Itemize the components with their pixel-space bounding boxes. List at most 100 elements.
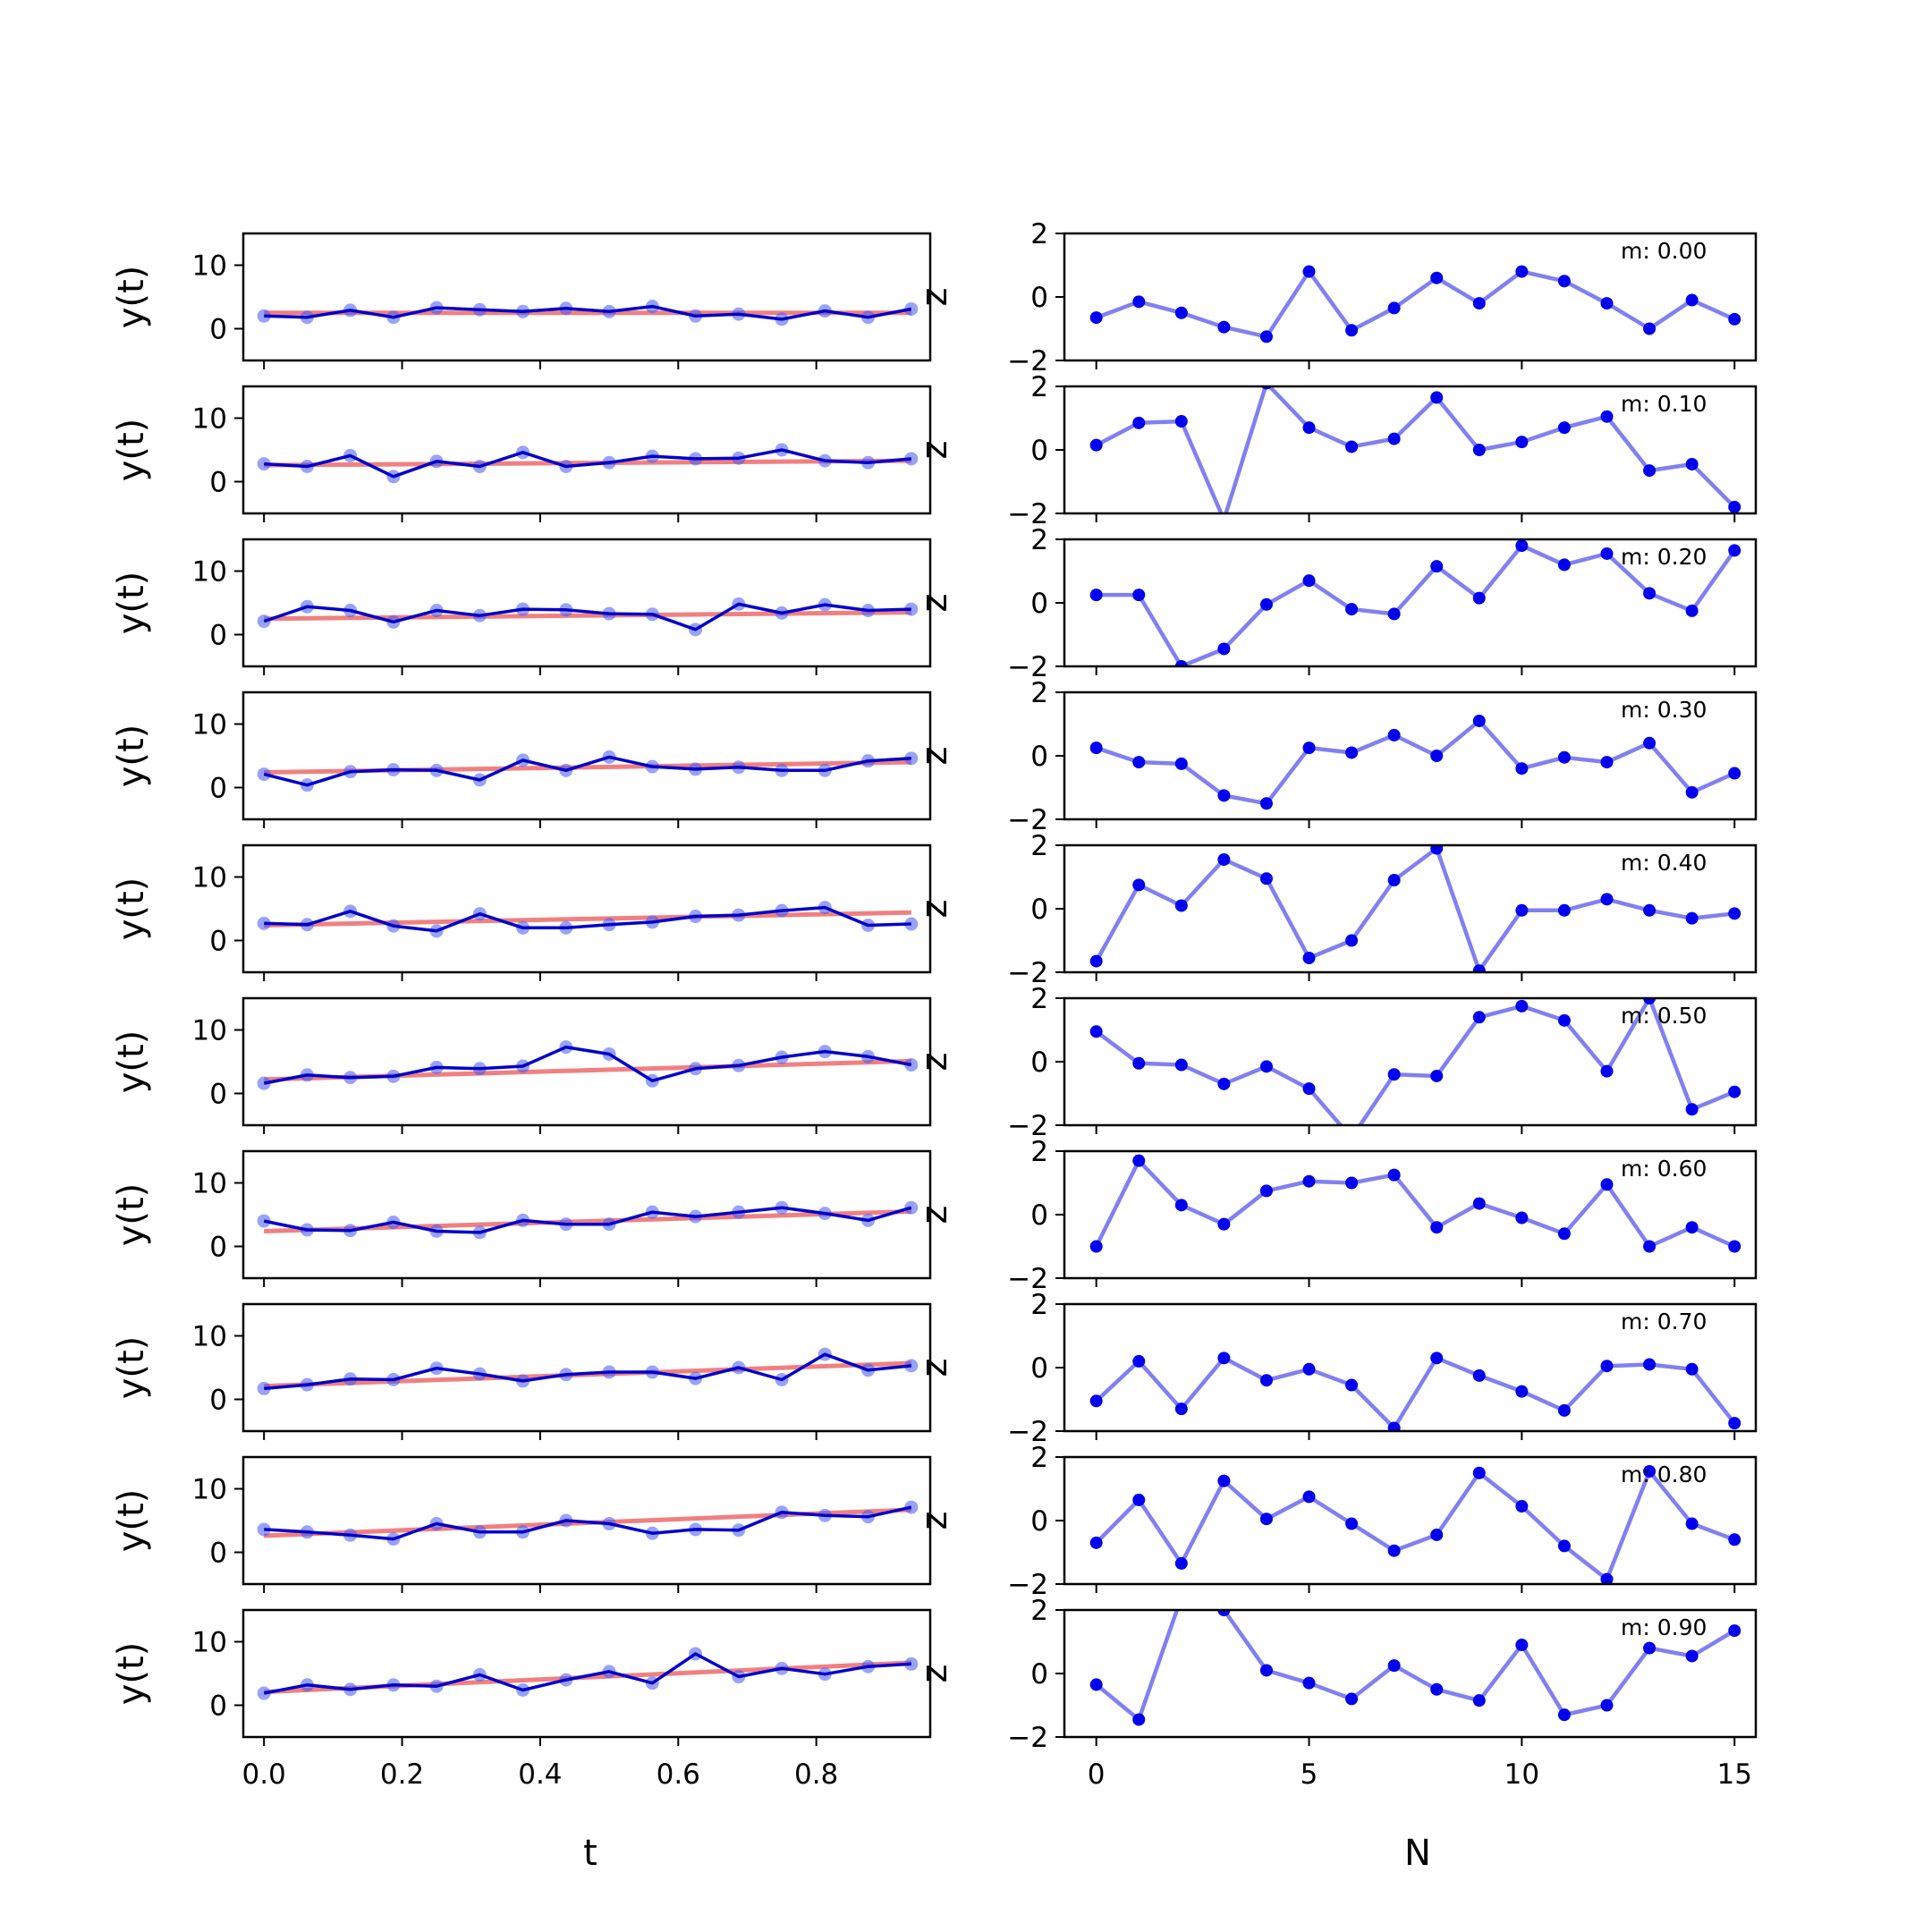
residual-point [1132,1493,1146,1506]
x-tick-label: 15 [1716,1758,1751,1791]
residual-line [1095,1356,1736,1430]
residual-point [1643,998,1657,1004]
left-panel-7: 0 10 y(t) [111,1321,919,1440]
residual-point [1259,1664,1273,1677]
z-axis-label: z [914,900,955,919]
y-tick-label: 2 [1030,1136,1048,1168]
residual-point [1217,320,1231,334]
residual-point [1600,756,1614,769]
y-tick-label: 0 [209,1538,227,1570]
residual-point [1387,301,1401,315]
residual-point [1089,1240,1103,1253]
residual-point [1302,1490,1316,1504]
residual-point [1345,1176,1359,1190]
y-tick-label: 2 [1030,524,1048,556]
residual-point [1345,1378,1359,1392]
x-tick-label: 0.8 [794,1758,838,1791]
residual-point [1217,852,1231,866]
residual-point [1430,750,1444,762]
residual-point [1174,1402,1188,1416]
y-tick-label: −2 [1007,1722,1048,1754]
y-tick-label: 2 [1030,1595,1048,1627]
y-tick-label: −2 [1007,1263,1048,1295]
residual-point [1685,911,1699,925]
residual-point [1557,1403,1571,1417]
residual-point [1557,1227,1571,1241]
z-axis-label: z [914,1359,955,1377]
data-point [257,309,271,323]
data-point [257,1381,271,1395]
panel-annotation: m: 0.70 [1621,1309,1707,1335]
residual-point [1089,741,1103,755]
residual-point [1557,1013,1571,1027]
right-panel-7: −2 0 2 z m: 0.70 [914,1289,1758,1448]
residual-point [1217,1077,1231,1090]
y-tick-label: 10 [192,1015,227,1047]
residual-line [1095,1469,1735,1581]
right-panel-plot [1089,845,1741,972]
z-axis-label: z [914,1665,955,1683]
residual-point [1600,1064,1614,1078]
residual-line [1095,1610,1736,1722]
residual-point [1515,539,1529,553]
residual-point [1430,845,1444,855]
y-tick-label: 0 [1030,1505,1048,1538]
y-tick-label: 0 [1030,1199,1048,1232]
right-panel-9: −2 0 2 0 5 10 15 z m: 0.90 [914,1595,1758,1791]
y-tick-label: 0 [209,620,227,652]
left-panel-plot [257,1500,919,1546]
residual-point [1302,741,1316,755]
residual-point [1345,1517,1359,1530]
x-tick-label: 0.0 [242,1758,285,1791]
residual-point [1430,1069,1444,1082]
y-axis-label: y(t) [111,1336,152,1400]
residual-point [1174,415,1188,428]
residual-point [1259,872,1273,886]
right-column: −2 0 2 z m: 0.00 −2 0 2 z m: 0.10 −2 0 2 z m: 0.20 −2 0 2… [914,218,1758,1791]
right-panel-3: −2 0 2 z m: 0.30 [914,677,1758,836]
right-panel-plot [1089,539,1741,666]
residual-point [1259,597,1273,611]
y-tick-label: 0 [1030,1046,1048,1079]
x-tick-label: 5 [1301,1758,1318,1791]
left-panel-8: 0 10 y(t) [111,1474,919,1593]
residual-point [1430,271,1444,284]
y-tick-label: 10 [192,1321,227,1353]
residual-point [1728,1417,1741,1430]
residual-point [1089,954,1103,968]
residual-point [1174,660,1188,666]
y-tick-label: −2 [1007,1416,1048,1448]
residual-point [1345,1692,1359,1706]
residual-point [1557,421,1571,435]
residual-point [1132,1154,1146,1167]
residual-point [1345,324,1359,337]
residual-point [1217,1610,1231,1616]
right-x-axis-label: N [1404,1833,1431,1874]
residual-point [1174,1556,1188,1570]
residual-point [1132,295,1146,309]
residual-point [1515,1385,1529,1398]
left-panel-frame [242,538,932,668]
left-panel-plot [257,597,919,637]
y-tick-label: 10 [192,1168,227,1200]
x-tick-label: 10 [1504,1758,1539,1791]
y-tick-label: 2 [1030,371,1048,403]
panel-annotation: m: 0.10 [1621,391,1707,417]
right-panel-2: −2 0 2 z m: 0.20 [914,524,1758,683]
z-axis-label: z [914,747,955,766]
left-panel-frame [242,1302,932,1433]
residual-point [1217,642,1231,656]
right-panel-5: −2 0 2 z m: 0.50 [914,983,1758,1142]
data-line [264,304,912,321]
residual-point [1515,1500,1529,1513]
residual-point [1600,1360,1614,1373]
y-tick-label: −2 [1007,1569,1048,1601]
y-tick-label: 0 [209,1690,227,1723]
residual-point [1174,306,1188,319]
y-tick-label: −2 [1007,1110,1048,1142]
y-axis-label: y(t) [111,724,152,788]
residual-point [1685,1517,1699,1530]
residual-point [1643,1358,1657,1371]
left-panel-frame [242,1149,932,1280]
